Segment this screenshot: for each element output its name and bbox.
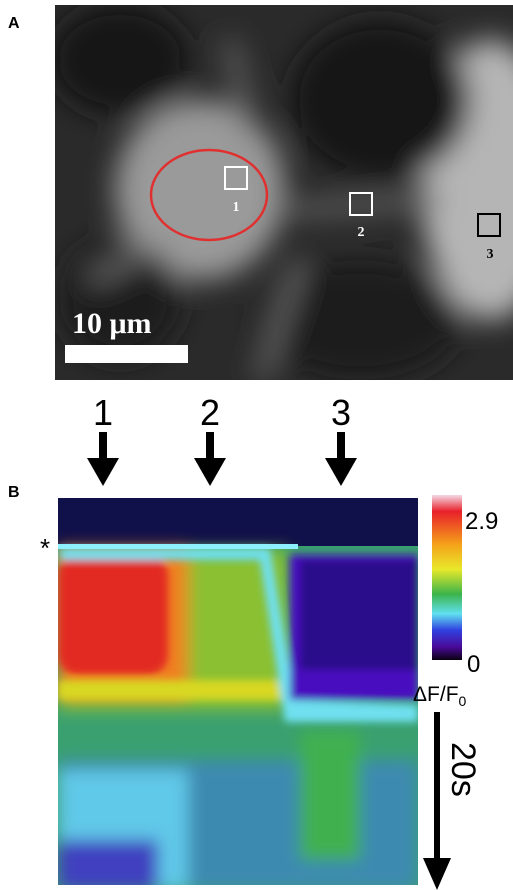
scale-bar-label: 10 μm	[72, 307, 152, 340]
colorbar-label-sub: 0	[459, 693, 467, 709]
colorbar-label-main: ΔF/F	[413, 683, 459, 706]
time-arrow	[434, 712, 440, 862]
arrow-label: 2	[200, 392, 220, 433]
colorbar-label: ΔF/F0	[413, 683, 467, 709]
figure: A 1 2 3 10 μm 1 2 3 B * 2.9 0 ΔF/F0 20s	[0, 0, 513, 890]
time-arrow-head	[423, 858, 451, 890]
arrow-labels: 1 2 3	[93, 392, 351, 433]
panel-label: A	[8, 15, 20, 32]
stim-marker: *	[40, 533, 50, 563]
arrows	[87, 432, 357, 486]
kymograph	[58, 498, 418, 890]
colorbar-max: 2.9	[465, 508, 498, 535]
roi-label: 3	[487, 247, 494, 262]
arrow-label: 1	[93, 392, 113, 433]
panel-label: B	[8, 484, 20, 501]
time-scale-label: 20s	[444, 742, 482, 797]
colorbar	[432, 495, 462, 660]
roi-label: 1	[233, 200, 240, 215]
micrograph: 1 2 3 10 μm	[50, 5, 513, 380]
roi-label: 2	[358, 225, 365, 240]
arrow-label: 3	[331, 392, 351, 433]
page: {"panel_a":{"label":"A","roi_labels":["1…	[0, 0, 513, 890]
colorbar-min: 0	[467, 651, 480, 678]
scale-bar	[65, 345, 188, 363]
